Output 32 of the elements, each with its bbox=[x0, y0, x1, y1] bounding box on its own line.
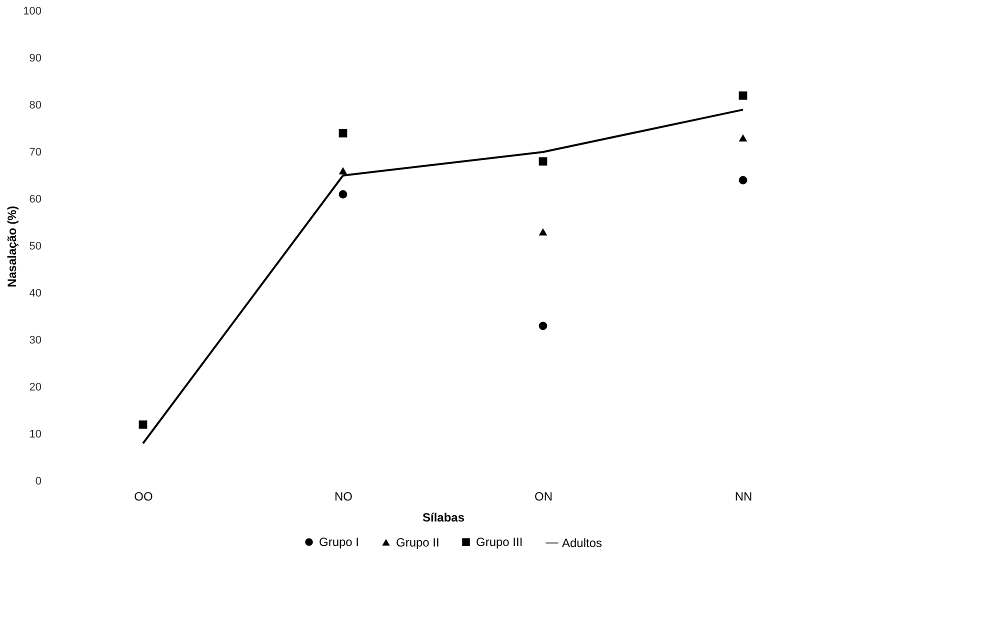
y-tick-label: 40 bbox=[29, 288, 42, 300]
y-axis-title: Nasalação (%) bbox=[5, 206, 20, 288]
legend-label: Grupo II bbox=[396, 535, 440, 550]
x-tick-label: ON bbox=[534, 490, 552, 504]
point bbox=[738, 134, 748, 142]
y-tick-label: 70 bbox=[29, 146, 42, 158]
line-series bbox=[142, 108, 744, 444]
y-tick-label: 100 bbox=[23, 6, 42, 18]
point bbox=[538, 228, 548, 236]
y-tick-label: 0 bbox=[35, 476, 42, 488]
legend-label: Grupo I bbox=[319, 535, 360, 550]
y-tick-label: 60 bbox=[29, 194, 42, 206]
point bbox=[738, 176, 748, 184]
point bbox=[738, 91, 748, 100]
y-tick-label: 20 bbox=[29, 382, 42, 394]
legend-label: Adultos bbox=[562, 536, 602, 550]
y-tick-label: 80 bbox=[29, 100, 42, 112]
point bbox=[338, 167, 348, 174]
x-tick-label: NO bbox=[334, 490, 352, 504]
point bbox=[338, 190, 348, 198]
x-axis-title: Sílabas bbox=[422, 510, 465, 524]
y-tick-label: 30 bbox=[29, 334, 42, 346]
point bbox=[338, 129, 348, 138]
x-tick-label: OO bbox=[134, 490, 153, 504]
point bbox=[538, 322, 548, 330]
point bbox=[538, 157, 548, 166]
x-tick-label: NN bbox=[734, 490, 752, 504]
point bbox=[138, 420, 148, 429]
y-tick-label: 50 bbox=[29, 240, 42, 252]
legend-label: Grupo III bbox=[476, 535, 523, 550]
y-tick-label: 90 bbox=[29, 52, 42, 64]
y-tick-label: 10 bbox=[29, 428, 42, 440]
